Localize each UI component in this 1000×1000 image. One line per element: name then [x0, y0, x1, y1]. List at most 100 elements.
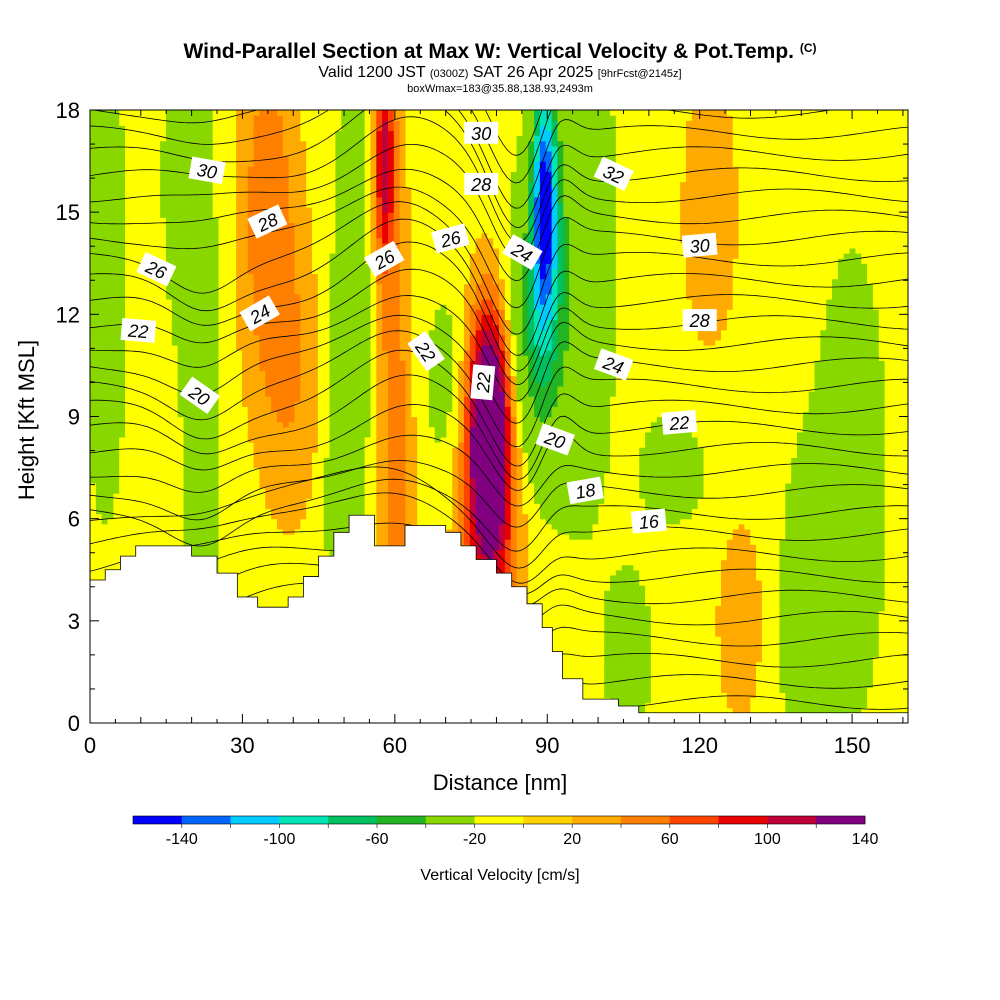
- velocity-cell: [773, 559, 781, 566]
- velocity-cell: [306, 564, 313, 571]
- velocity-cell: [662, 549, 670, 556]
- velocity-cell: [580, 600, 588, 607]
- velocity-cell: [288, 544, 296, 550]
- velocity-cell: [855, 569, 862, 576]
- velocity-cell: [539, 579, 547, 586]
- velocity-cell: [691, 692, 699, 699]
- velocity-cell: [107, 564, 114, 571]
- velocity-cell: [843, 631, 851, 637]
- velocity-cell: [820, 661, 827, 668]
- velocity-cell: [785, 579, 792, 586]
- velocity-cell: [785, 677, 792, 683]
- velocity-cell: [849, 544, 857, 550]
- velocity-cell: [902, 605, 908, 612]
- velocity-cell: [715, 569, 722, 576]
- velocity-cell: [884, 646, 892, 653]
- velocity-cell: [761, 585, 769, 591]
- velocity-cell: [569, 605, 576, 612]
- velocity-cell: [633, 615, 640, 622]
- velocity-cell: [878, 692, 886, 699]
- velocity-cell: [808, 574, 816, 581]
- velocity-cell: [779, 692, 786, 699]
- velocity-cell: [656, 697, 664, 704]
- velocity-cell: [849, 595, 857, 601]
- velocity-cell: [662, 590, 670, 596]
- velocity-cell: [855, 590, 862, 596]
- velocity-cell: [236, 590, 243, 596]
- velocity-cell: [241, 554, 249, 561]
- velocity-cell: [837, 574, 845, 581]
- velocity-cell: [247, 574, 255, 581]
- velocity-cell: [586, 605, 594, 612]
- velocity-cell: [826, 590, 833, 596]
- velocity-cell: [586, 569, 594, 576]
- velocity-cell: [756, 574, 763, 581]
- velocity-cell: [744, 595, 751, 601]
- velocity-cell: [189, 539, 196, 545]
- velocity-cell: [557, 625, 564, 632]
- velocity-cell: [113, 559, 120, 566]
- velocity-cell: [592, 666, 599, 673]
- velocity-cell: [896, 671, 903, 678]
- velocity-cell: [633, 610, 640, 617]
- velocity-cell: [697, 549, 705, 556]
- velocity-cell: [709, 559, 716, 566]
- velocity-cell: [615, 666, 623, 673]
- velocity-cell: [767, 605, 775, 612]
- velocity-cell: [703, 595, 710, 601]
- velocity-cell: [282, 579, 290, 586]
- velocity-cell: [650, 671, 658, 678]
- velocity-cell: [779, 646, 786, 653]
- velocity-cell: [802, 651, 810, 658]
- velocity-cell: [849, 554, 857, 561]
- velocity-cell: [539, 605, 547, 612]
- velocity-cell: [767, 610, 775, 617]
- velocity-cell: [107, 559, 114, 566]
- velocity-cell: [767, 569, 775, 576]
- velocity-cell: [896, 610, 903, 617]
- velocity-cell: [662, 636, 670, 642]
- velocity-cell: [896, 595, 903, 601]
- velocity-cell: [855, 697, 862, 704]
- velocity-cell: [563, 636, 570, 642]
- velocity-cell: [773, 687, 781, 693]
- velocity-cell: [545, 544, 553, 550]
- velocity-cell: [791, 661, 798, 668]
- velocity-cell: [580, 569, 588, 576]
- velocity-cell: [872, 569, 880, 576]
- velocity-cell: [691, 631, 699, 637]
- velocity-cell: [832, 569, 839, 576]
- velocity-cell: [814, 615, 821, 622]
- velocity-cell: [633, 605, 640, 612]
- velocity-cell: [867, 595, 874, 601]
- velocity-cell: [744, 646, 751, 653]
- velocity-cell: [791, 610, 798, 617]
- velocity-cell: [849, 671, 857, 678]
- velocity-cell: [101, 554, 109, 561]
- velocity-cell: [861, 590, 868, 596]
- velocity-cell: [276, 600, 284, 607]
- velocity-cell: [738, 620, 745, 627]
- velocity-cell: [656, 687, 664, 693]
- velocity-cell: [615, 677, 623, 683]
- velocity-cell: [738, 631, 745, 637]
- velocity-cell: [726, 625, 734, 632]
- velocity-cell: [323, 549, 331, 556]
- velocity-cell: [691, 610, 699, 617]
- velocity-cell: [796, 554, 804, 561]
- velocity-cell: [861, 569, 868, 576]
- velocity-cell: [276, 539, 284, 545]
- velocity-cell: [276, 585, 284, 591]
- velocity-cell: [253, 559, 261, 566]
- velocity-cell: [668, 590, 675, 596]
- velocity-cell: [241, 539, 249, 545]
- velocity-cell: [668, 554, 675, 561]
- velocity-cell: [656, 646, 664, 653]
- velocity-cell: [604, 625, 611, 632]
- velocity-cell: [791, 682, 798, 688]
- velocity-cell: [843, 661, 851, 668]
- velocity-cell: [902, 687, 908, 693]
- velocity-cell: [569, 646, 576, 653]
- velocity-cell: [329, 549, 336, 556]
